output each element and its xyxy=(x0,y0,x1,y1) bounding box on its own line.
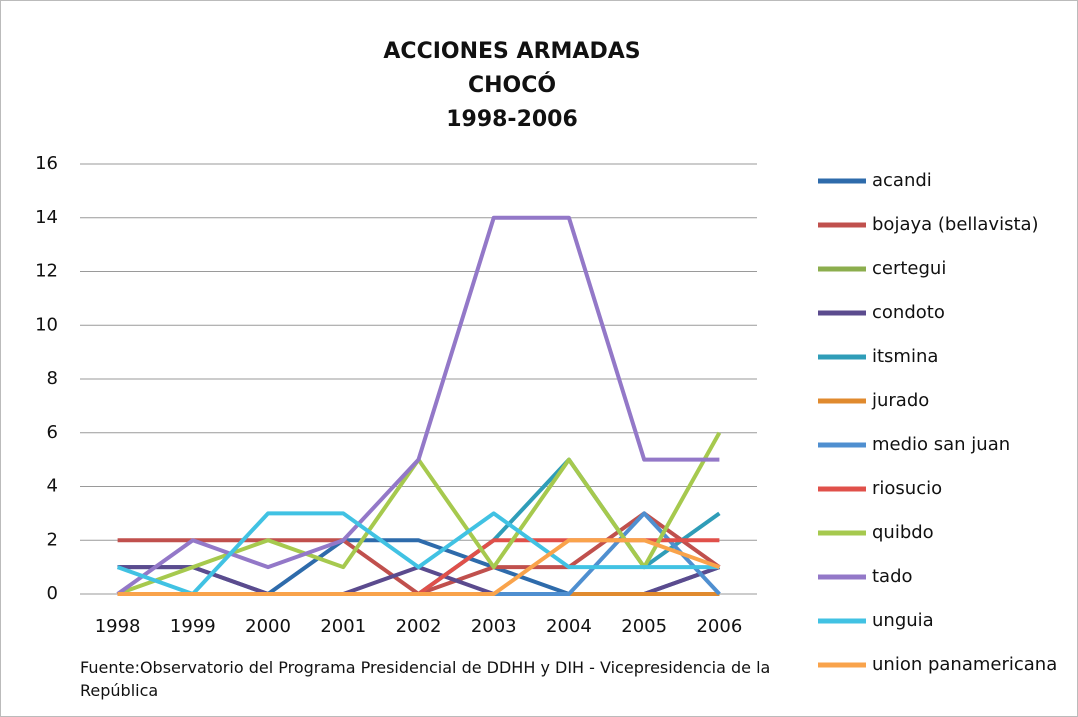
y-tick-label: 4 xyxy=(47,476,58,497)
x-tick-label: 2002 xyxy=(396,616,442,637)
line-series xyxy=(116,215,720,596)
y-tick-label: 8 xyxy=(47,368,58,389)
legend-label: quibdo xyxy=(872,522,934,543)
legend-label: unguia xyxy=(872,610,934,631)
x-tick-label: 2005 xyxy=(621,616,667,637)
legend-label: certegui xyxy=(872,258,946,279)
legend-label: bojaya (bellavista) xyxy=(872,214,1039,235)
legend-label: acandi xyxy=(872,170,932,191)
legend-label: condoto xyxy=(872,302,945,323)
y-tick-label: 14 xyxy=(35,207,58,228)
source-note: Fuente:Observatorio del Programa Preside… xyxy=(80,658,771,700)
chart-title: 1998-2006 xyxy=(446,107,578,132)
line-series xyxy=(117,538,721,596)
y-tick-label: 2 xyxy=(47,529,58,550)
chart-title: CHOCÓ xyxy=(468,72,556,98)
x-tick-label: 1998 xyxy=(95,616,141,637)
x-tick-label: 2001 xyxy=(320,616,366,637)
y-tick-label: 0 xyxy=(47,583,58,604)
line-series xyxy=(116,511,720,596)
legend-label: riosucio xyxy=(872,478,942,499)
x-tick-label: 2000 xyxy=(245,616,291,637)
y-tick-label: 10 xyxy=(35,314,58,335)
y-tick-label: 12 xyxy=(35,261,58,282)
chart-title: ACCIONES ARMADAS xyxy=(383,39,640,64)
legend-label: itsmina xyxy=(872,346,938,367)
x-tick-label: 2006 xyxy=(696,616,742,637)
legend-label: tado xyxy=(872,566,913,587)
x-tick-label: 2004 xyxy=(546,616,592,637)
legend-label: medio san juan xyxy=(872,434,1010,455)
legend-label: union panamericana xyxy=(872,654,1057,675)
x-tick-label: 1999 xyxy=(170,616,216,637)
x-tick-label: 2003 xyxy=(471,616,517,637)
legend-label: jurado xyxy=(871,390,929,411)
y-tick-label: 16 xyxy=(35,153,58,174)
y-tick-label: 6 xyxy=(47,422,58,443)
